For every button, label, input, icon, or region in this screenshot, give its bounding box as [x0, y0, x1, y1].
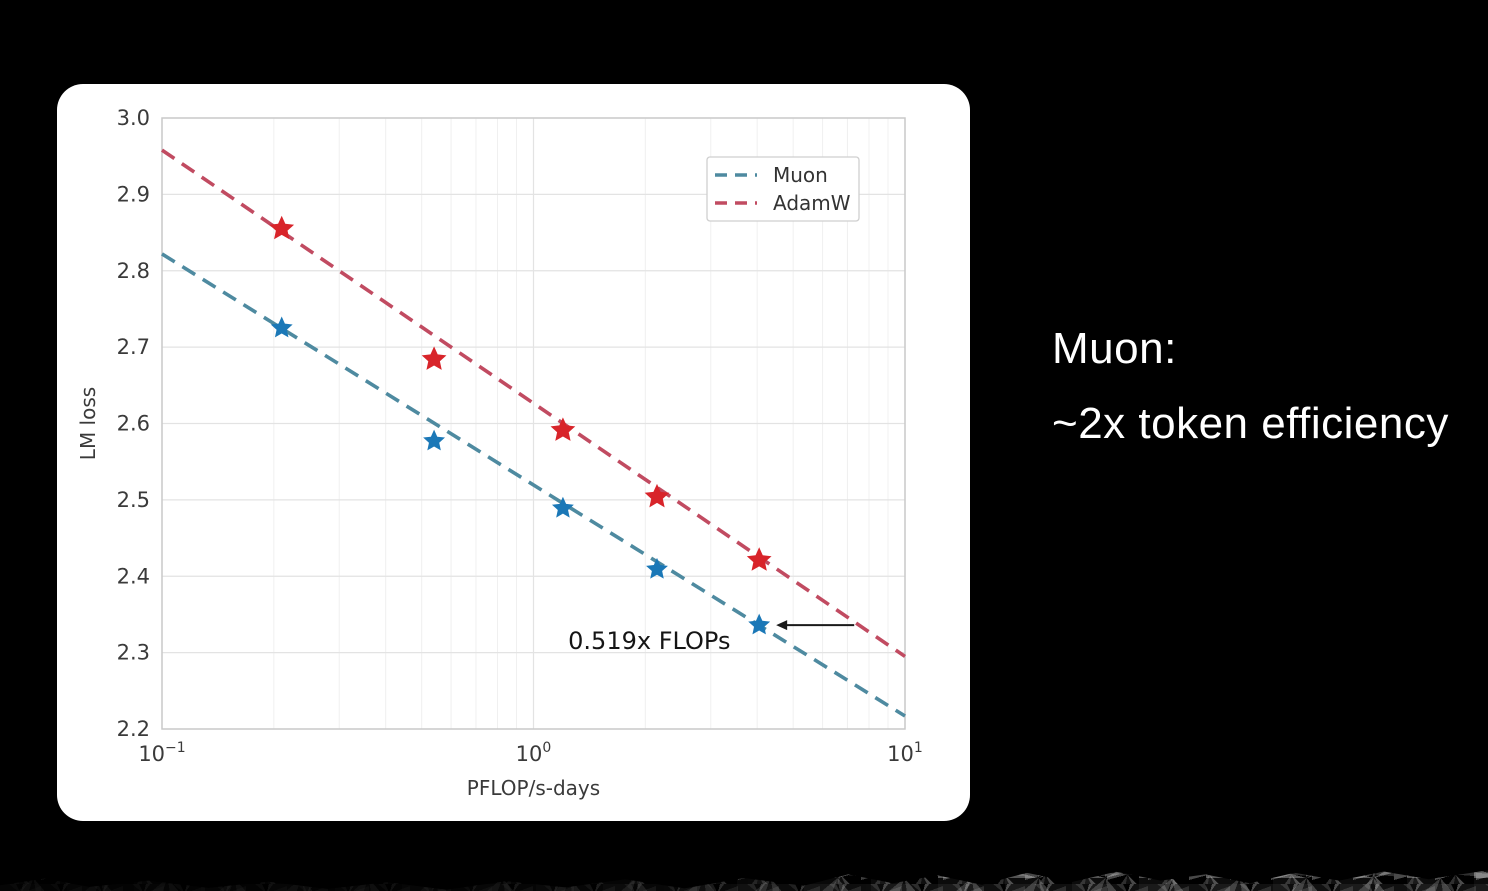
adamw-star-marker [269, 215, 295, 240]
adamw-star-marker [421, 346, 447, 370]
adamw-star-marker [746, 547, 772, 571]
caption-subtitle: ~2x token efficiency [1052, 399, 1449, 449]
adamw-series [160, 148, 907, 658]
legend-label: AdamW [773, 191, 851, 215]
x-tick-label: 100 [516, 740, 552, 766]
annotation-flops: 0.519x FLOPs [568, 620, 855, 655]
muon-star-marker [423, 429, 446, 451]
y-tick-label: 2.3 [117, 641, 150, 665]
x-tick-label: 10−1 [138, 740, 185, 766]
caption: Muon: ~2x token efficiency [1052, 324, 1449, 449]
muon-star-marker [646, 557, 668, 579]
y-tick-label: 2.2 [117, 717, 150, 741]
adamw-star-marker [550, 417, 576, 441]
y-tick-label: 2.6 [117, 412, 150, 436]
x-tick-label: 101 [887, 740, 923, 766]
legend-label: Muon [773, 163, 828, 187]
muon-star-marker [270, 316, 293, 338]
y-tick-label: 2.8 [117, 259, 150, 283]
y-tick-label: 2.4 [117, 564, 150, 588]
muon-star-marker [551, 496, 574, 518]
x-axis-label: PFLOP/s-days [467, 776, 600, 800]
annotation-text: 0.519x FLOPs [568, 627, 730, 655]
caption-title: Muon: [1052, 324, 1177, 373]
muon-series [161, 252, 906, 718]
y-axis: 2.2 2.3 2.4 2.5 2.6 2.7 2.8 2.9 3.0 LM loss [76, 106, 150, 741]
chart-card: 0.519x FLOPs 2.2 2.3 2.4 2.5 2.6 2.7 2.8 2.9 3.0 L… [57, 84, 970, 821]
muon-star-marker [748, 613, 771, 635]
y-tick-label: 2.7 [117, 335, 150, 359]
rocky-ground-decoration [0, 870, 1488, 891]
adamw-star-marker [644, 483, 670, 508]
y-axis-label: LM loss [76, 387, 100, 460]
y-tick-label: 2.9 [117, 182, 150, 206]
y-tick-label: 2.5 [117, 488, 150, 512]
legend-box [706, 156, 860, 222]
legend: Muon AdamW [706, 156, 860, 222]
arrowhead-left-icon [776, 620, 788, 631]
x-axis: 10−1 100 101 PFLOP/s-days [138, 740, 923, 800]
y-tick-label: 3.0 [117, 106, 150, 130]
scaling-chart: 0.519x FLOPs 2.2 2.3 2.4 2.5 2.6 2.7 2.8 2.9 3.0 L… [76, 106, 923, 800]
plot-border [161, 117, 906, 730]
